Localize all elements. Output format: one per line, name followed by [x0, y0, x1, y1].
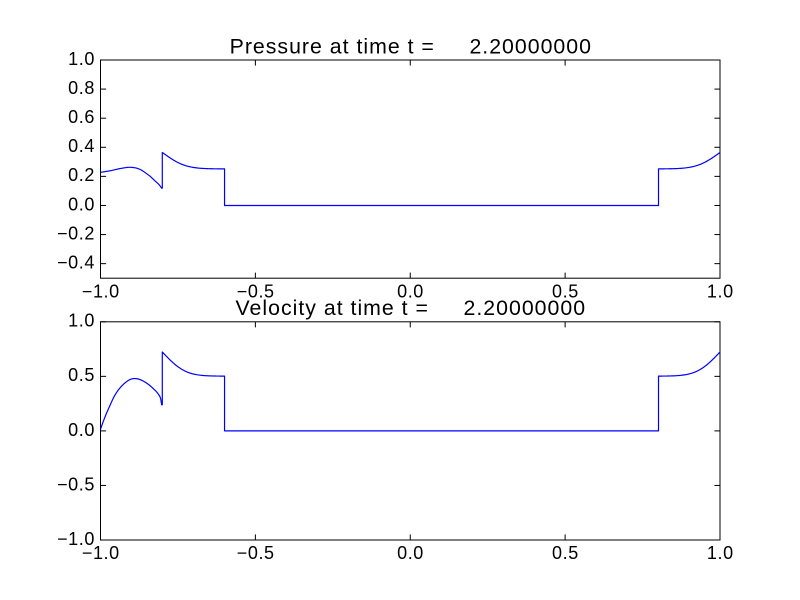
svg-text:−1.0: −1.0: [57, 529, 95, 549]
svg-text:−0.4: −0.4: [57, 253, 95, 273]
svg-text:0.0: 0.0: [397, 281, 424, 301]
svg-text:−1.0: −1.0: [82, 281, 120, 301]
svg-text:−0.5: −0.5: [57, 474, 95, 494]
svg-text:Velocity at time t = 2.200: Velocity at time t = 2.20000000: [236, 296, 587, 320]
svg-text:0.0: 0.0: [397, 543, 424, 563]
svg-text:0.5: 0.5: [552, 281, 579, 301]
svg-text:1.0: 1.0: [707, 543, 734, 563]
svg-text:0.4: 0.4: [68, 136, 95, 156]
svg-text:0.6: 0.6: [68, 107, 95, 127]
svg-text:0.2: 0.2: [68, 165, 95, 185]
svg-text:0.0: 0.0: [68, 194, 95, 214]
svg-text:1.0: 1.0: [707, 281, 734, 301]
svg-text:0.8: 0.8: [68, 78, 95, 98]
svg-text:0.0: 0.0: [68, 420, 95, 440]
svg-text:0.5: 0.5: [68, 365, 95, 385]
svg-text:1.0: 1.0: [68, 49, 95, 69]
svg-text:−1.0: −1.0: [82, 543, 120, 563]
svg-text:−0.5: −0.5: [237, 543, 275, 563]
svg-text:Pressure at time t = 2.200: Pressure at time t = 2.20000000: [230, 35, 592, 59]
svg-text:−0.2: −0.2: [57, 223, 95, 243]
svg-text:1.0: 1.0: [68, 311, 95, 331]
svg-text:−0.5: −0.5: [237, 281, 275, 301]
svg-text:0.5: 0.5: [552, 543, 579, 563]
